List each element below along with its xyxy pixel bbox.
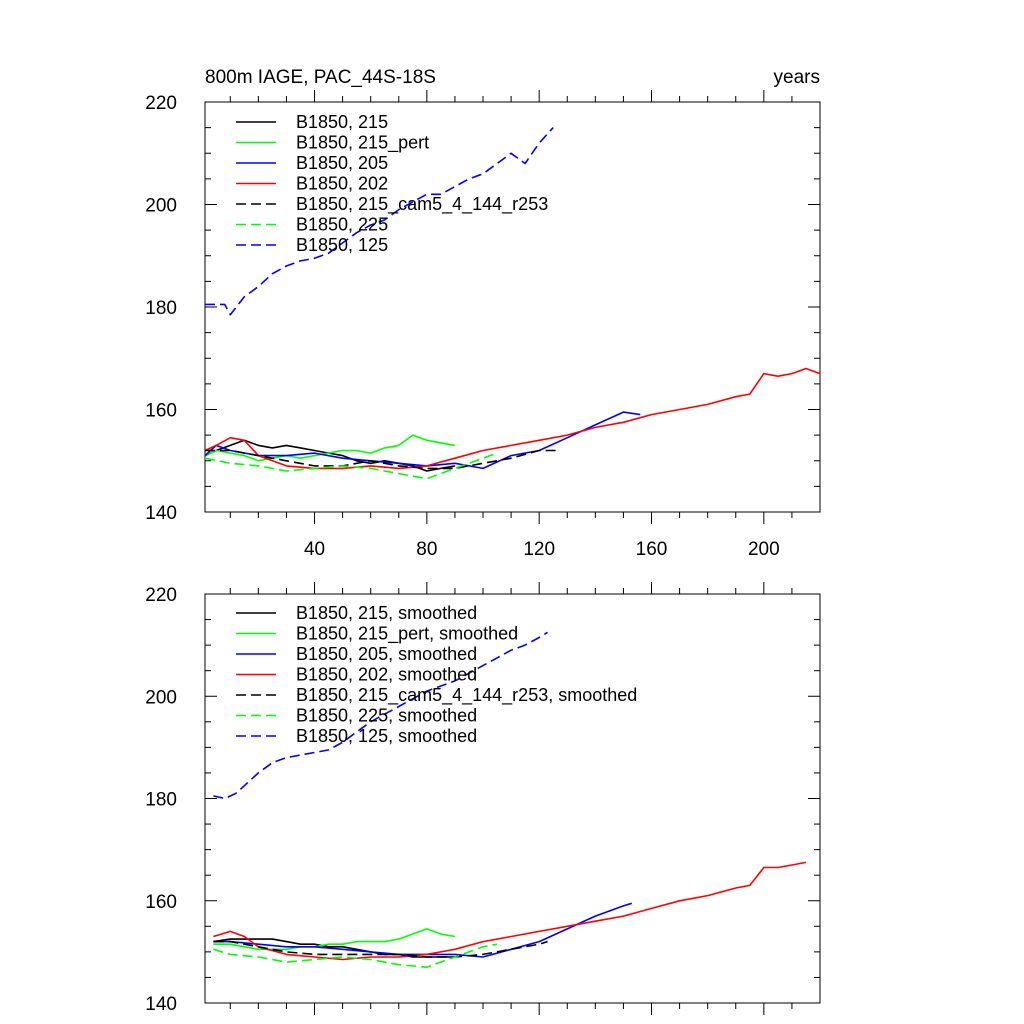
series-line	[213, 943, 498, 968]
x-tick-label: 120	[523, 539, 555, 560]
legend-label: B1850, 205	[296, 153, 388, 173]
series-line	[213, 861, 807, 961]
y-tick-label: 200	[145, 196, 177, 217]
legend-label: B1850, 215_pert	[296, 133, 429, 154]
chart-title: 800m IAGE, PAC_44S-18S	[205, 67, 436, 88]
series-line	[213, 928, 456, 951]
y-tick-label: 220	[145, 585, 177, 606]
series-line	[213, 940, 548, 958]
legend-label: B1850, 125	[296, 235, 388, 255]
series-line	[213, 938, 455, 958]
x-tick-label: 160	[636, 539, 668, 560]
y-tick-label: 160	[145, 892, 177, 913]
legend-label: B1850, 125, smoothed	[296, 726, 477, 746]
y-tick-label: 160	[145, 401, 177, 422]
y-tick-label: 140	[145, 994, 177, 1015]
series-line	[205, 127, 554, 316]
y-tick-label: 220	[145, 93, 177, 114]
y-tick-label: 180	[145, 298, 177, 319]
units-label: years	[774, 67, 820, 88]
y-tick-label: 200	[145, 687, 177, 708]
x-tick-label: 80	[416, 539, 437, 560]
legend-label: B1850, 202, smoothed	[296, 665, 477, 685]
series-line	[204, 434, 456, 462]
y-tick-label: 140	[145, 503, 177, 524]
series-line	[205, 449, 556, 470]
legend-label: B1850, 215	[296, 112, 388, 132]
series-line	[213, 631, 549, 800]
x-tick-label: 200	[748, 539, 780, 560]
legend-label: B1850, 205, smoothed	[296, 644, 477, 664]
y-tick-label: 180	[145, 790, 177, 811]
legend-label: B1850, 225	[296, 215, 388, 235]
x-tick-label: 40	[304, 539, 325, 560]
legend-label: B1850, 215_pert, smoothed	[296, 624, 518, 645]
legend-label: B1850, 225, smoothed	[296, 706, 477, 726]
legend-label: B1850, 215_cam5_4_144_r253	[296, 194, 548, 215]
series-line	[204, 367, 821, 470]
legend-label: B1850, 202	[296, 174, 388, 194]
legend-label: B1850, 215_cam5_4_144_r253, smoothed	[296, 685, 637, 706]
legend-label: B1850, 215, smoothed	[296, 603, 477, 623]
series-line	[204, 452, 498, 480]
